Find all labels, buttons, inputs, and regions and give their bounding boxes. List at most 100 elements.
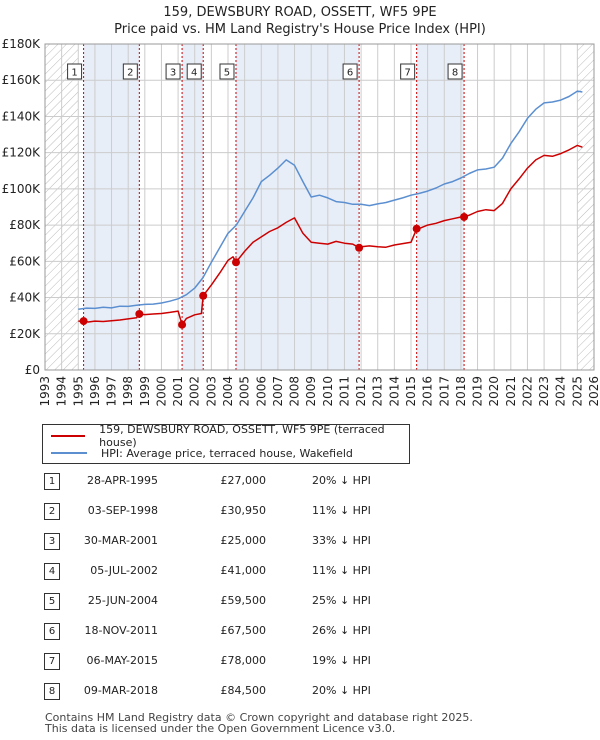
sale-label-box-2 [122,63,138,80]
sale-price: £25,000 [220,534,267,547]
sale-label-box-1 [67,63,83,80]
sale-price: £59,500 [220,594,267,607]
sale-label-4: 4 [191,68,197,79]
sale-label-7: 7 [404,68,410,79]
sale-label-2: 2 [127,68,133,79]
x-tick-label-2018: 2018 [454,376,468,407]
y-tick-label-20000: £20K [9,327,41,341]
sale-row: 2 03-SEP-1998 £30,950 11% ↓ HPI [0,502,600,522]
legend-item-hpi: HPI: Average price, terraced house, Wake… [51,445,353,461]
hatched-region-late [577,44,594,370]
x-tick-label-1997: 1997 [105,376,119,407]
legend-price-label: 159, DEWSBURY ROAD, OSSETT, WF5 9PE (ter… [99,423,385,449]
shaded-span-2 [182,44,204,370]
sale-label-5: 5 [224,68,230,79]
price-paid-line [78,144,583,326]
sale-label-3: 3 [170,68,176,79]
x-tick-label-2022: 2022 [520,376,534,407]
sale-label-box-4 [186,63,202,80]
sale-hpi-diff: 26% ↓ HPI [312,624,371,637]
sale-hpi-diff: 33% ↓ HPI [312,534,371,547]
x-tick-label-2015: 2015 [404,376,418,407]
sale-number: 4 [44,563,60,580]
y-tick-label-140000: £140K [2,109,42,123]
sale-hpi-diff: 11% ↓ HPI [312,564,371,577]
x-tick-label-2004: 2004 [221,376,235,407]
x-tick-label-1993: 1993 [38,376,52,407]
chart-legend: 159, DEWSBURY ROAD, OSSETT, WF5 9PE (ter… [42,423,410,464]
title-subtitle: Price paid vs. HM Land Registry's House … [114,22,486,37]
hpi-line [78,90,583,311]
x-tick-label-2026: 2026 [587,376,600,407]
sale-point-5 [231,258,240,267]
sale-price: £84,500 [220,684,267,697]
y-tick-label-40000: £40K [9,291,41,305]
x-tick-label-2021: 2021 [504,376,518,407]
x-tick-label-2002: 2002 [188,376,202,407]
sale-number: 1 [44,473,60,490]
y-tick-label-0: £0 [25,363,40,377]
shaded-span-3 [235,44,360,370]
sale-hpi-diff: 20% ↓ HPI [312,474,371,487]
sale-label-box-3 [165,63,181,80]
sale-date: 25-JUN-2004 [87,594,158,607]
x-tick-label-2008: 2008 [288,376,302,407]
x-tick-label-2009: 2009 [304,376,318,407]
sale-label-box-8 [447,63,463,80]
sale-point-8 [460,212,469,221]
sale-hpi-diff: 25% ↓ HPI [312,594,371,607]
sale-label-box-6 [342,63,358,80]
sale-row: 8 09-MAR-2018 £84,500 20% ↓ HPI [0,682,600,702]
x-tick-label-2023: 2023 [537,376,551,407]
x-tick-label-2012: 2012 [354,376,368,407]
x-tick-label-2020: 2020 [487,376,501,407]
sale-number: 2 [44,503,60,520]
sale-number: 3 [44,533,60,550]
sale-date: 28-APR-1995 [86,474,158,487]
sale-price: £30,950 [220,504,267,517]
y-tick-label-100000: £100K [2,182,42,196]
x-tick-label-2016: 2016 [421,376,435,407]
x-tick-label-1995: 1995 [71,376,85,407]
chart-title: 159, DEWSBURY ROAD, OSSETT, WF5 9PE Pric… [0,4,600,38]
x-tick-label-2005: 2005 [238,376,252,407]
x-tick-label-2001: 2001 [171,376,185,407]
x-tick-label-2024: 2024 [554,376,568,407]
sale-label-8: 8 [452,68,458,79]
sale-row: 5 25-JUN-2004 £59,500 25% ↓ HPI [0,592,600,612]
x-tick-label-2003: 2003 [204,376,218,407]
sale-label-box-5 [219,63,235,80]
sale-point-3 [178,320,187,329]
sale-price: £27,000 [220,474,267,487]
x-tick-label-1998: 1998 [121,376,135,407]
footer-copyright: Contains HM Land Registry data © Crown c… [45,711,473,724]
sale-row: 1 28-APR-1995 £27,000 20% ↓ HPI [0,472,600,492]
y-tick-label-60000: £60K [9,254,41,268]
sale-price: £67,500 [220,624,267,637]
sale-point-6 [355,243,364,252]
sale-number: 5 [44,593,60,610]
x-tick-label-1996: 1996 [88,376,102,407]
x-tick-label-2011: 2011 [337,376,351,407]
sale-hpi-diff: 20% ↓ HPI [312,684,371,697]
sale-date: 30-MAR-2001 [83,534,158,547]
footer-licence: This data is licensed under the Open Gov… [45,722,396,735]
x-tick-label-2025: 2025 [570,376,584,407]
x-tick-label-2014: 2014 [387,376,401,407]
sale-row: 4 05-JUL-2002 £41,000 11% ↓ HPI [0,562,600,582]
sale-label-1: 1 [71,68,77,79]
sale-date: 18-NOV-2011 [84,624,158,637]
x-tick-label-2013: 2013 [371,376,385,407]
sale-number: 8 [44,683,60,700]
title-address: 159, DEWSBURY ROAD, OSSETT, WF5 9PE [163,5,437,20]
legend-price-swatch [51,435,86,437]
x-tick-label-1994: 1994 [55,376,69,407]
sale-date: 06-MAY-2015 [86,654,158,667]
x-tick-label-2019: 2019 [471,376,485,407]
legend-item-price: 159, DEWSBURY ROAD, OSSETT, WF5 9PE (ter… [51,423,409,449]
sale-row: 6 18-NOV-2011 £67,500 26% ↓ HPI [0,622,600,642]
x-tick-label-2010: 2010 [321,376,335,407]
x-tick-label-2006: 2006 [254,376,268,407]
footer: Contains HM Land Registry data © Crown c… [45,712,473,734]
